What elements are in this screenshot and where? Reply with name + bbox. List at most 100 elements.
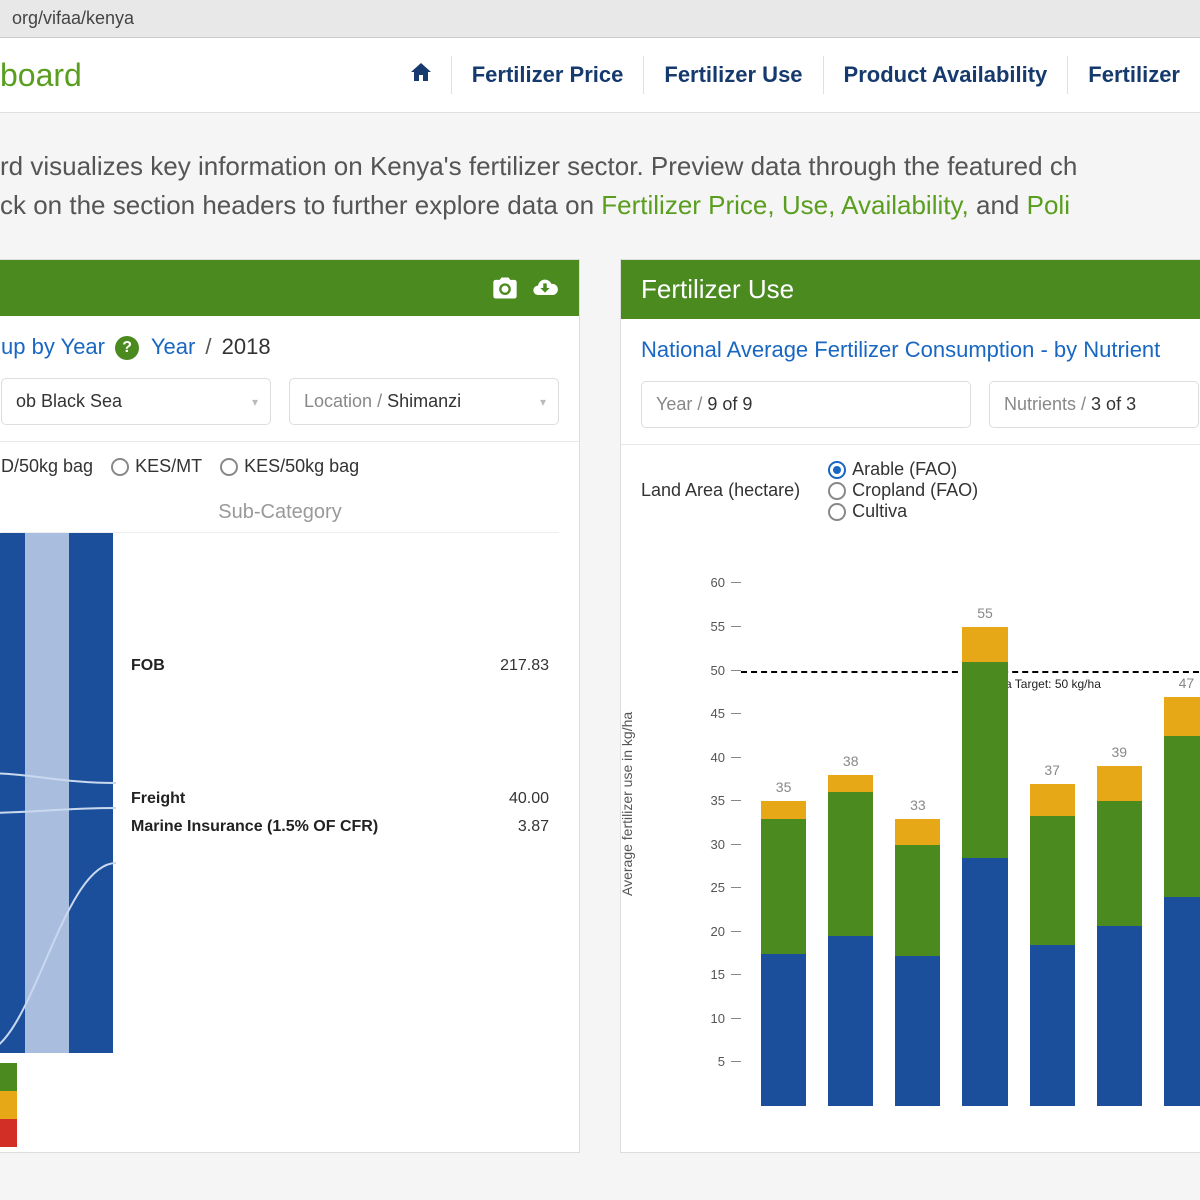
price-subtitle-link[interactable]: up by Year bbox=[1, 334, 105, 359]
bar-column[interactable]: 35 bbox=[761, 801, 806, 1106]
bar-value-label: 35 bbox=[761, 779, 806, 795]
bar-seg-green bbox=[1030, 816, 1075, 945]
land-area-label: Land Area (hectare) bbox=[641, 480, 800, 501]
bar-seg-green bbox=[895, 845, 940, 956]
cost-value: 3.87 bbox=[518, 818, 549, 836]
chevron-down-icon: ▾ bbox=[252, 395, 258, 409]
bar-seg-green bbox=[1164, 736, 1200, 897]
bar-seg-blue bbox=[895, 956, 940, 1106]
use-filters: Year / 9 of 9 Nutrients / 3 of 3 bbox=[621, 373, 1200, 444]
bar-seg-green bbox=[962, 662, 1007, 858]
y-tick: 30 bbox=[711, 837, 741, 852]
home-icon[interactable] bbox=[391, 60, 451, 91]
bar-seg-orange bbox=[828, 775, 873, 792]
land-radio-2[interactable]: Cultiva bbox=[828, 501, 978, 522]
y-tick: 25 bbox=[711, 880, 741, 895]
bar-seg-orange bbox=[761, 801, 806, 818]
bar-value-label: 37 bbox=[1030, 762, 1075, 778]
use-panel: Fertilizer Use National Average Fertiliz… bbox=[620, 259, 1200, 1153]
bar-column[interactable]: 55 bbox=[962, 627, 1007, 1106]
cost-row: Marine Insurance (1.5% OF CFR)3.87 bbox=[131, 818, 549, 836]
y-tick: 60 bbox=[711, 575, 741, 590]
chevron-down-icon: ▾ bbox=[540, 395, 546, 409]
desc-link-policy[interactable]: Poli bbox=[1027, 190, 1070, 220]
subcategory-label: Sub-Category bbox=[1, 501, 559, 532]
camera-icon[interactable] bbox=[491, 274, 519, 302]
bar-seg-blue bbox=[761, 954, 806, 1106]
legend-swatch bbox=[0, 1063, 17, 1091]
radio-label: Arable (FAO) bbox=[852, 459, 957, 480]
use-nutrient-select[interactable]: Nutrients / 3 of 3 bbox=[989, 381, 1199, 428]
y-tick: 45 bbox=[711, 706, 741, 721]
url-bar[interactable]: org/vifaa/kenya bbox=[0, 0, 1200, 38]
desc-link-price[interactable]: Fertilizer Price, bbox=[601, 190, 774, 220]
use-year-value: 9 of 9 bbox=[707, 394, 752, 415]
origin-value: ob Black Sea bbox=[16, 391, 122, 412]
location-select[interactable]: Location / Shimanzi ▾ bbox=[289, 378, 559, 425]
bar-seg-orange bbox=[1030, 784, 1075, 816]
y-tick: 55 bbox=[711, 619, 741, 634]
radio-icon bbox=[828, 503, 846, 521]
unit-opt-1[interactable]: D/50kg bag bbox=[1, 456, 93, 477]
origin-select[interactable]: ob Black Sea ▾ bbox=[1, 378, 271, 425]
price-year-label[interactable]: Year bbox=[151, 334, 195, 359]
use-chart: Average fertilizer use in kg/ha 5 10 15 20 2… bbox=[621, 536, 1200, 1136]
y-tick: 15 bbox=[711, 967, 741, 982]
bar-column[interactable]: 33 bbox=[895, 819, 940, 1106]
location-label: Location bbox=[304, 391, 372, 412]
radio-label: Cropland (FAO) bbox=[852, 480, 978, 501]
use-nutrient-value: 3 of 3 bbox=[1091, 394, 1136, 415]
nav-links: Fertilizer Price Fertilizer Use Product … bbox=[391, 56, 1200, 94]
brand-title: board bbox=[0, 57, 82, 94]
price-units-row: D/50kg bag KES/MT KES/50kg bag bbox=[0, 442, 579, 491]
bar-column[interactable]: 47 bbox=[1164, 697, 1200, 1106]
y-tick: 10 bbox=[711, 1011, 741, 1026]
bar-seg-green bbox=[1097, 801, 1142, 926]
desc-and: and bbox=[976, 190, 1027, 220]
cost-row: Freight40.00 bbox=[131, 790, 549, 808]
nav-link-availability[interactable]: Product Availability bbox=[823, 56, 1068, 94]
price-filters: ob Black Sea ▾ Location / Shimanzi ▾ bbox=[0, 370, 579, 441]
price-chart: Sub-Category FOB217.83Freight40.00Marine… bbox=[0, 491, 579, 1152]
cost-value: 40.00 bbox=[509, 790, 549, 808]
y-tick: 50 bbox=[711, 663, 741, 678]
nav-link-price[interactable]: Fertilizer Price bbox=[451, 56, 644, 94]
help-icon[interactable]: ? bbox=[115, 336, 139, 360]
price-panel: up by Year ? Year / 2018 ob Black Sea ▾ … bbox=[0, 259, 580, 1153]
location-value: Shimanzi bbox=[387, 391, 461, 412]
nav-link-fertilizer[interactable]: Fertilizer bbox=[1067, 56, 1200, 94]
price-year-value: 2018 bbox=[222, 334, 271, 359]
desc-link-availability[interactable]: Availability, bbox=[841, 190, 969, 220]
y-axis-label: Average fertilizer use in kg/ha bbox=[619, 712, 635, 896]
cost-name: Marine Insurance (1.5% OF CFR) bbox=[131, 818, 518, 836]
nav-link-use[interactable]: Fertilizer Use bbox=[643, 56, 822, 94]
land-radio-1[interactable]: Cropland (FAO) bbox=[828, 480, 978, 501]
bar-seg-blue bbox=[1030, 945, 1075, 1106]
unit-opt-2[interactable]: KES/MT bbox=[111, 456, 202, 477]
bar-value-label: 47 bbox=[1164, 675, 1200, 691]
bar-column[interactable]: 38 bbox=[828, 775, 873, 1106]
y-tick: 35 bbox=[711, 793, 741, 808]
radio-label: Cultiva bbox=[852, 501, 907, 522]
bar-seg-blue bbox=[828, 936, 873, 1106]
bar-seg-blue bbox=[1097, 926, 1142, 1106]
land-radio-0[interactable]: Arable (FAO) bbox=[828, 459, 978, 480]
use-subtitle[interactable]: National Average Fertilizer Consumption … bbox=[641, 337, 1160, 362]
page-description: rd visualizes key information on Kenya's… bbox=[0, 113, 1200, 259]
land-area-row: Land Area (hectare) Arable (FAO)Cropland… bbox=[621, 445, 1200, 536]
use-year-select[interactable]: Year / 9 of 9 bbox=[641, 381, 971, 428]
download-cloud-icon[interactable] bbox=[531, 274, 559, 302]
desc-link-use[interactable]: Use, bbox=[782, 190, 835, 220]
bar-seg-orange bbox=[895, 819, 940, 845]
bar-column[interactable]: 39 bbox=[1097, 766, 1142, 1106]
y-tick: 5 bbox=[718, 1054, 741, 1069]
legend-swatch bbox=[0, 1119, 17, 1147]
cost-name: Freight bbox=[131, 790, 509, 808]
unit-opt-3[interactable]: KES/50kg bag bbox=[220, 456, 359, 477]
flow-curves bbox=[0, 533, 121, 1093]
use-year-label: Year bbox=[656, 394, 692, 415]
bar-value-label: 39 bbox=[1097, 744, 1142, 760]
bar-column[interactable]: 37 bbox=[1030, 784, 1075, 1106]
cost-value: 217.83 bbox=[500, 657, 549, 675]
y-tick: 20 bbox=[711, 924, 741, 939]
